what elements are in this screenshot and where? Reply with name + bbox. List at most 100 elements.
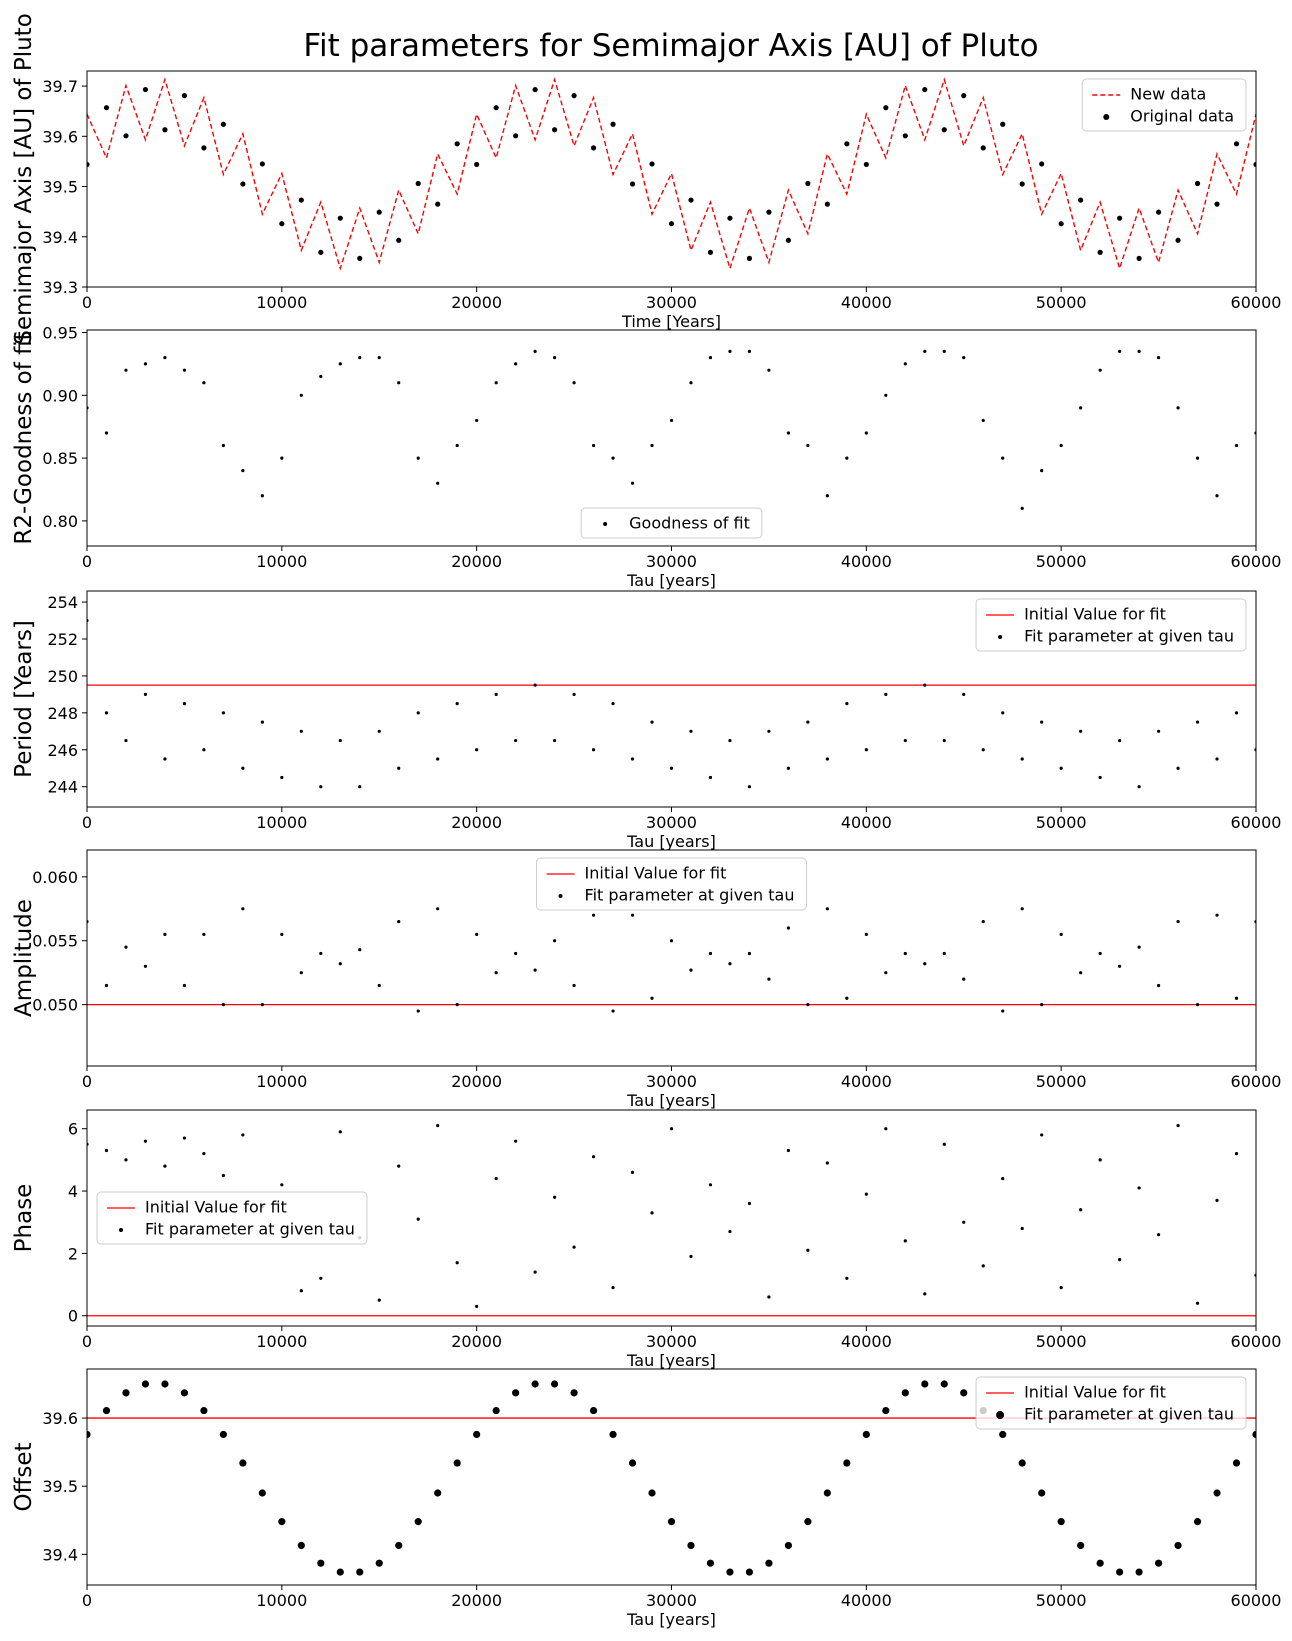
data-point: [902, 133, 908, 139]
data-point: [747, 1201, 752, 1206]
data-point: [317, 1559, 325, 1567]
legend: Initial Value for fit Fit parameter at gi…: [96, 1191, 368, 1245]
data-point: [201, 145, 207, 151]
data-point: [1175, 237, 1181, 243]
x-axis-label: Tau [years]: [626, 571, 716, 590]
x-tick-label: 0: [82, 1332, 92, 1351]
legend-box: [975, 598, 1247, 652]
legend-label: Fit parameter at given tau: [145, 1220, 355, 1239]
data-point: [279, 221, 285, 227]
data-point: [473, 1430, 481, 1439]
data-point: [1057, 1518, 1065, 1526]
data-point: [278, 1518, 286, 1526]
data-point: [338, 962, 342, 966]
data-point: [241, 1133, 245, 1137]
data-point: [1154, 1559, 1163, 1567]
legend: Initial Value for fit Fit parameter at gi…: [975, 1376, 1247, 1430]
data-point: [708, 775, 713, 780]
data-point: [590, 145, 597, 151]
x-tick-label: 30000: [646, 293, 697, 312]
data-point: [630, 1170, 635, 1174]
data-point: [494, 692, 498, 696]
data-point: [337, 215, 343, 221]
axes-frame: [86, 1368, 1257, 1586]
data-point: [863, 161, 869, 168]
data-point: [845, 996, 849, 1000]
x-tick-label: 40000: [841, 813, 892, 832]
data-point: [358, 785, 362, 789]
data-point: [299, 971, 303, 975]
data-point: [124, 368, 128, 372]
data-point: [786, 431, 791, 435]
data-point: [785, 237, 792, 243]
x-tick-label: 40000: [841, 552, 892, 571]
data-point: [1079, 971, 1083, 975]
data-point: [1001, 1176, 1005, 1181]
data-point: [123, 133, 129, 139]
data-point: [124, 945, 128, 949]
data-point: [494, 381, 498, 385]
data-point: [999, 1430, 1007, 1439]
data-point: [122, 1389, 130, 1397]
data-point: [805, 180, 811, 187]
data-point: [883, 105, 889, 111]
data-point: [435, 201, 441, 207]
data-point: [669, 418, 674, 423]
data-point: [628, 1459, 637, 1467]
data-point: [1118, 738, 1122, 743]
data-point: [572, 1245, 576, 1249]
legend-label: Initial Value for fit: [145, 1198, 287, 1217]
data-point: [611, 1286, 615, 1290]
data-point: [552, 127, 558, 133]
data-point: [397, 1164, 401, 1168]
data-point: [221, 1173, 225, 1178]
data-point: [1233, 141, 1240, 147]
data-point: [298, 197, 304, 203]
y-tick-label: 0.85: [42, 449, 78, 468]
legend-label: Fit parameter at given tau: [1024, 1405, 1234, 1424]
data-point: [202, 932, 206, 936]
y-tick-label: 244: [47, 778, 78, 797]
data-point: [551, 1380, 559, 1388]
y-tick-label: 248: [47, 704, 78, 723]
legend-swatch: [998, 635, 1003, 639]
y-tick-label: 4: [68, 1182, 78, 1201]
data-point: [962, 1220, 966, 1224]
data-point: [1040, 720, 1044, 724]
data-point: [336, 1568, 344, 1576]
data-point: [825, 494, 829, 498]
data-point: [903, 362, 907, 366]
x-tick-label: 60000: [1231, 813, 1282, 832]
data-point: [182, 1136, 187, 1140]
data-point: [940, 1380, 948, 1388]
data-point: [104, 983, 109, 988]
data-point: [1156, 729, 1161, 733]
data-point: [475, 418, 479, 423]
data-point: [650, 996, 654, 1000]
data-point: [689, 729, 693, 733]
data-point: [1215, 494, 1219, 498]
data-point: [181, 93, 188, 99]
data-point: [806, 1003, 810, 1007]
plot-area: [87, 77, 1256, 271]
x-tick-label: 10000: [256, 293, 307, 312]
data-point: [981, 919, 985, 924]
data-point: [591, 748, 596, 752]
data-point: [1195, 1301, 1200, 1305]
data-point: [1116, 1568, 1124, 1576]
data-point: [669, 1127, 674, 1131]
data-point: [688, 197, 694, 203]
data-point: [981, 418, 985, 423]
x-tick-label: 60000: [1231, 1072, 1282, 1091]
data-point: [1195, 1003, 1200, 1007]
data-point: [87, 1430, 91, 1439]
data-point: [436, 481, 440, 485]
data-point: [843, 1459, 851, 1467]
data-point: [1079, 729, 1083, 733]
data-point: [942, 1142, 946, 1146]
legend-swatch: [603, 522, 608, 526]
data-point: [455, 1003, 459, 1007]
y-axis-label: Offset: [11, 1442, 37, 1511]
data-point: [630, 481, 635, 485]
y-tick-label: 2: [68, 1244, 78, 1263]
